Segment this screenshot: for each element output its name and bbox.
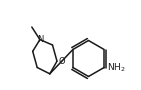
Text: O: O (58, 57, 65, 66)
Text: NH$_2$: NH$_2$ (107, 61, 125, 74)
Text: N: N (37, 35, 43, 44)
